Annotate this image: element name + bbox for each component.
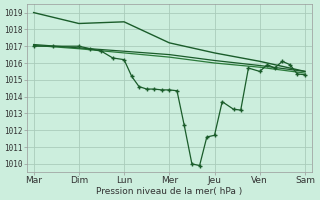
X-axis label: Pression niveau de la mer( hPa ): Pression niveau de la mer( hPa )	[96, 187, 243, 196]
